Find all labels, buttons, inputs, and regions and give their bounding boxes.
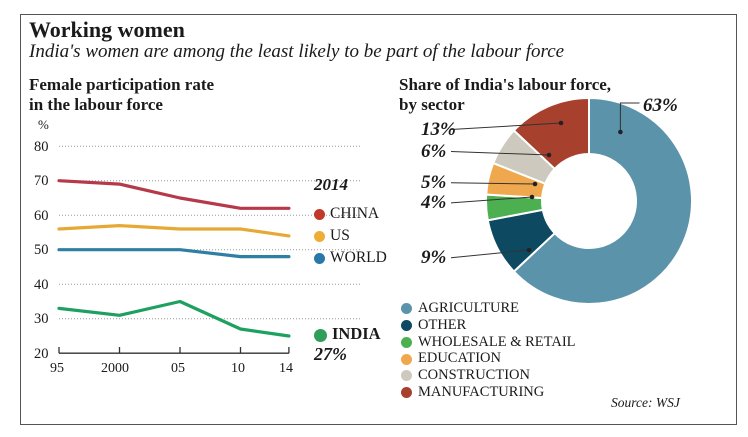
- svg-text:13%: 13%: [421, 119, 456, 140]
- svg-text:4%: 4%: [420, 192, 446, 213]
- svg-text:5%: 5%: [421, 172, 446, 193]
- svg-text:9%: 9%: [421, 247, 446, 268]
- svg-text:6%: 6%: [421, 141, 446, 162]
- svg-text:63%: 63%: [643, 95, 678, 116]
